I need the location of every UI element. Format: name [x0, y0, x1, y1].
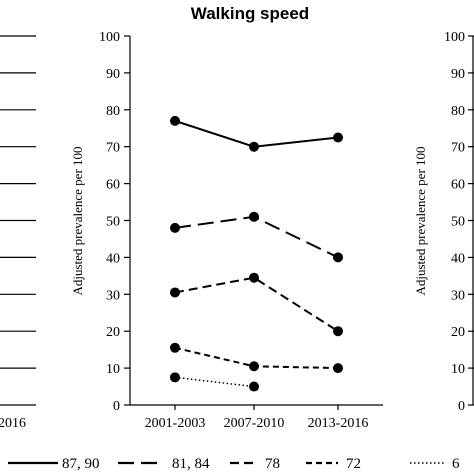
series-layer	[170, 115, 343, 392]
right-panel-y-tick-label: 100	[444, 30, 465, 45]
y-tick-label: 20	[106, 325, 120, 340]
y-tick-label: 100	[99, 30, 120, 45]
legend-label: 81, 84	[172, 456, 210, 472]
data-point	[170, 342, 180, 353]
y-tick-label: 40	[106, 251, 120, 266]
data-point	[333, 363, 343, 374]
legend-label: 87, 90	[62, 456, 100, 472]
left-panel-x-tick: 2016	[0, 416, 26, 431]
right-panel-y-tick-label: 80	[451, 104, 465, 119]
right-panel-y-tick-label: 40	[451, 251, 465, 266]
data-point	[333, 326, 343, 337]
y-tick-label: 60	[106, 178, 120, 193]
x-tick-label: 2013-2016	[308, 416, 369, 431]
legend-label: 6	[452, 456, 460, 472]
y-tick-label: 90	[106, 67, 120, 82]
x-ticks: 2001-2003 2007-2010 2013-2016	[145, 405, 369, 431]
y-tick-label: 10	[106, 362, 120, 377]
series-line	[174, 276, 339, 333]
data-point	[249, 361, 259, 372]
chart-title: Walking speed	[191, 4, 309, 23]
data-point	[249, 141, 259, 152]
series-line	[174, 215, 339, 259]
right-panel-y-tick-label: 50	[451, 215, 465, 230]
right-panel-y-tick-label: 90	[451, 67, 465, 82]
data-point	[333, 132, 343, 143]
y-tick-label: 80	[106, 104, 120, 119]
right-panel-y-tick-label: 70	[451, 141, 465, 156]
right-panel-y-axis-label: Adjusted prevalence per 100	[413, 146, 428, 295]
data-point	[333, 252, 343, 263]
y-tick-label: 50	[106, 215, 120, 230]
legend: 87, 90 81, 84 78 72 6	[8, 456, 460, 472]
right-panel-y-tick-label: 60	[451, 178, 465, 193]
y-ticks: 0 10 20 30 40 50 60 70 80 90 100	[99, 30, 130, 414]
data-point	[249, 381, 259, 392]
right-panel-y-tick-label: 30	[451, 288, 465, 303]
y-tick-label: 0	[113, 399, 120, 414]
data-point	[170, 287, 180, 298]
right-panel-y-tick-label: 0	[458, 399, 465, 414]
x-tick-label: 2001-2003	[145, 416, 206, 431]
x-tick-label: 2007-2010	[224, 416, 285, 431]
series-line	[174, 376, 255, 388]
y-axis-label: Adjusted prevalence per 100	[70, 146, 85, 295]
data-point	[249, 272, 259, 283]
y-tick-label: 30	[106, 288, 120, 303]
data-point	[249, 211, 259, 222]
right-panel-fragment: Adjusted prevalence per 100 0 10 20 30 40 50 6…	[413, 30, 474, 414]
data-point	[170, 372, 180, 383]
legend-label: 72	[346, 456, 361, 472]
left-panel-fragment: 2016	[0, 35, 36, 431]
right-panel-y-tick-label: 10	[451, 362, 465, 377]
y-tick-label: 70	[106, 141, 120, 156]
legend-label: 78	[265, 456, 280, 472]
right-panel-y-tick-label: 20	[451, 325, 465, 340]
data-point	[170, 222, 180, 233]
data-point	[170, 115, 180, 126]
